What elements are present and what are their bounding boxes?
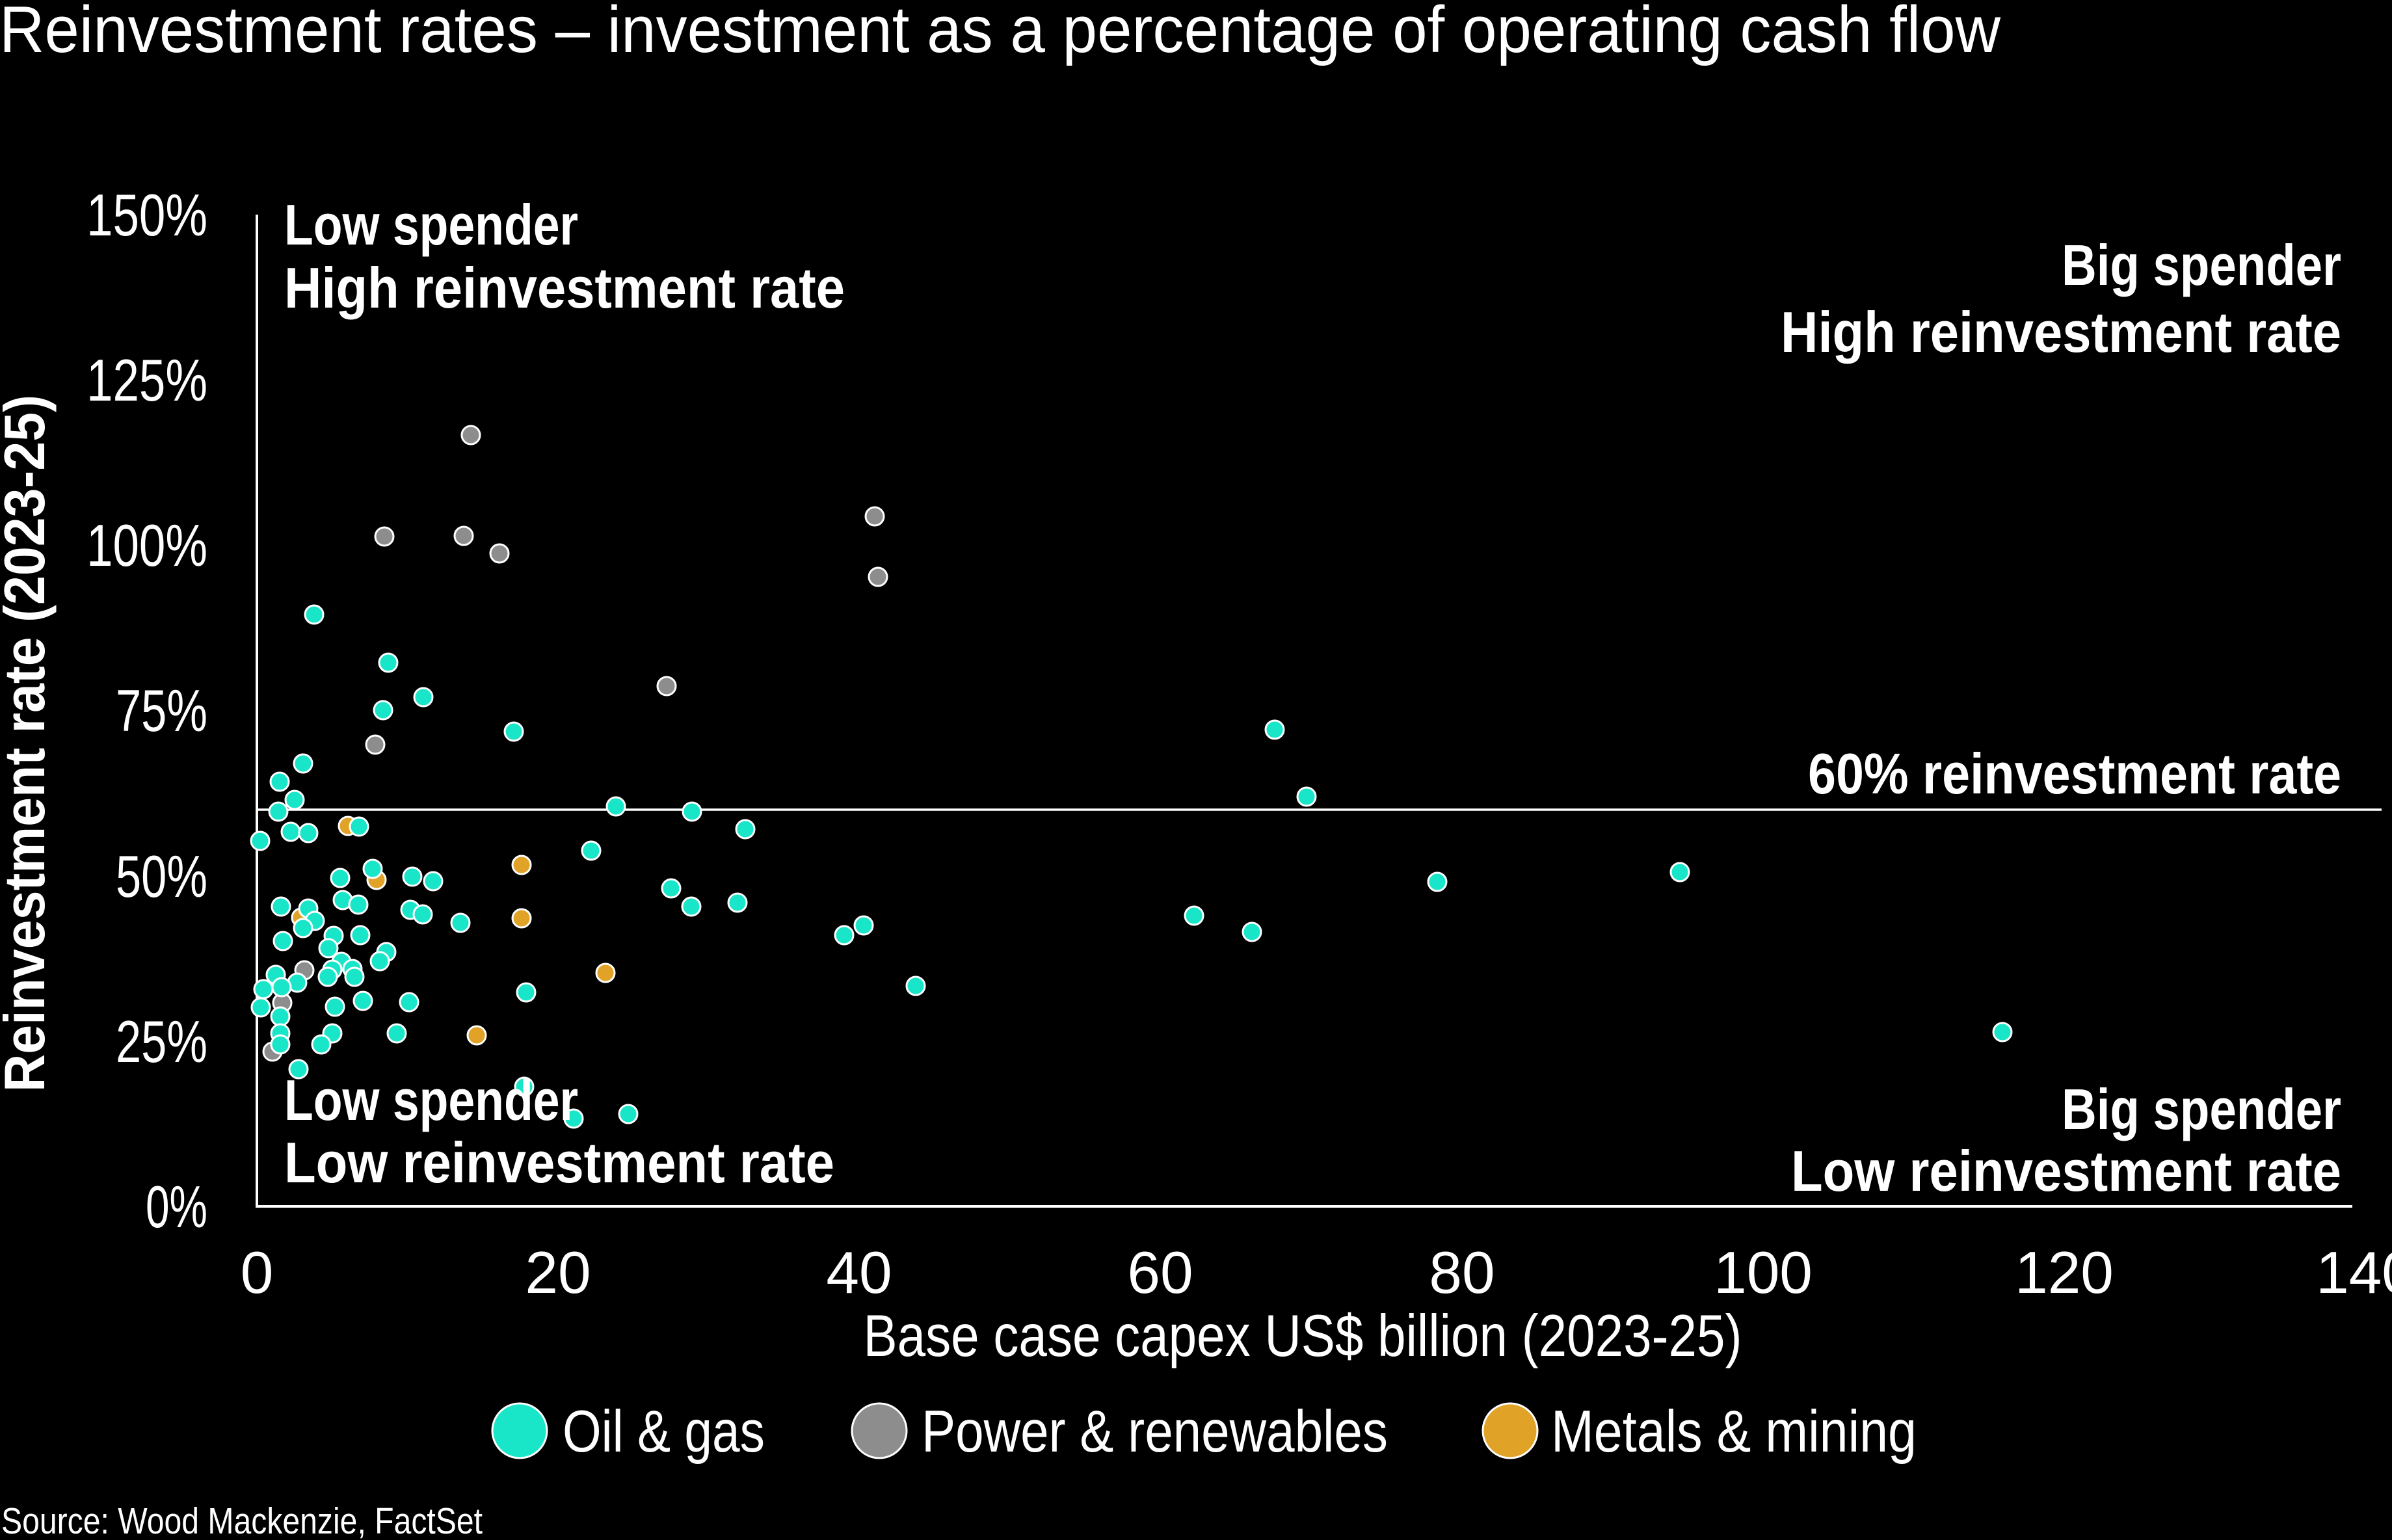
svg-text:150%: 150% <box>86 183 207 248</box>
svg-text:50%: 50% <box>116 844 207 910</box>
svg-text:Low spender: Low spender <box>284 1068 578 1132</box>
svg-text:Big spender: Big spender <box>2062 233 2341 297</box>
svg-text:Base case capex US$ billion (2: Base case capex US$ billion (2023-25) <box>864 1303 1742 1369</box>
svg-text:Reinvestment rates – investmen: Reinvestment rates – investment as a per… <box>0 0 2001 66</box>
svg-text:40: 40 <box>826 1240 892 1306</box>
svg-text:100: 100 <box>1714 1240 1813 1306</box>
svg-text:80: 80 <box>1429 1240 1495 1306</box>
svg-text:0%: 0% <box>146 1175 207 1240</box>
svg-text:Big spender: Big spender <box>2062 1077 2341 1141</box>
svg-text:140: 140 <box>2316 1240 2392 1306</box>
svg-text:High reinvestment rate: High reinvestment rate <box>1781 300 2341 364</box>
svg-text:Power & renewables: Power & renewables <box>922 1399 1388 1465</box>
svg-text:Metals & mining: Metals & mining <box>1551 1399 1917 1465</box>
svg-text:20: 20 <box>525 1240 591 1306</box>
svg-text:75%: 75% <box>116 678 207 744</box>
svg-text:120: 120 <box>2015 1240 2114 1306</box>
svg-text:Low reinvestment rate: Low reinvestment rate <box>1791 1139 2341 1203</box>
svg-text:25%: 25% <box>116 1009 207 1075</box>
svg-text:High reinvestment rate: High reinvestment rate <box>284 256 845 320</box>
svg-text:Oil & gas: Oil & gas <box>563 1399 765 1465</box>
svg-text:Reinvestment rate (2023-25): Reinvestment rate (2023-25) <box>0 395 57 1092</box>
svg-text:125%: 125% <box>86 348 207 414</box>
svg-text:Low spender: Low spender <box>284 192 578 257</box>
svg-text:0: 0 <box>241 1240 274 1306</box>
svg-text:60% reinvestment rate: 60% reinvestment rate <box>1808 741 2341 806</box>
svg-text:60: 60 <box>1127 1240 1193 1306</box>
svg-text:Low reinvestment rate: Low reinvestment rate <box>284 1130 834 1195</box>
svg-text:100%: 100% <box>86 513 207 579</box>
svg-text:Source: Wood Mackenzie, FactSe: Source: Wood Mackenzie, FactSet <box>1 1500 483 1540</box>
